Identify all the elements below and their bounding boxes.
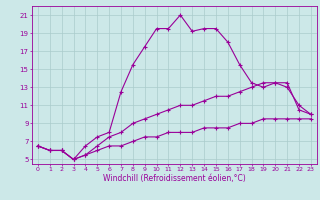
X-axis label: Windchill (Refroidissement éolien,°C): Windchill (Refroidissement éolien,°C) (103, 174, 246, 183)
